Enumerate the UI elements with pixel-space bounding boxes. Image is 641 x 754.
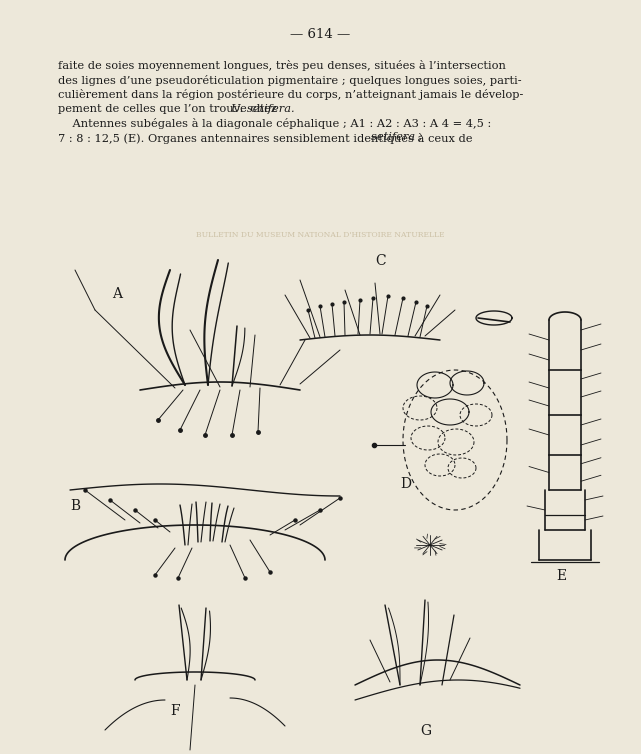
Text: setifera ;: setifera ;	[371, 133, 423, 143]
Text: D: D	[400, 477, 411, 491]
Text: Antennes subégales à la diagonale céphalique ; A1 : A2 : A3 : A 4 = 4,5 :: Antennes subégales à la diagonale céphal…	[58, 118, 491, 129]
Text: — 614 —: — 614 —	[290, 28, 351, 41]
Text: E: E	[556, 569, 566, 583]
Text: F: F	[170, 704, 179, 718]
Text: B: B	[70, 499, 80, 513]
Text: C: C	[375, 254, 386, 268]
Text: des lignes d’une pseudoréticulation pigmentaire ; quelques longues soies, parti-: des lignes d’une pseudoréticulation pigm…	[58, 75, 522, 85]
Text: U. setifera.: U. setifera.	[231, 103, 294, 114]
Text: culièrement dans la région postérieure du corps, n’atteignant jamais le dévelop-: culièrement dans la région postérieure d…	[58, 89, 523, 100]
Text: pement de celles que l’on trouve chez: pement de celles que l’on trouve chez	[58, 103, 281, 114]
Text: 7 : 8 : 12,5 (E). Organes antennaires sensiblement identiques à ceux de: 7 : 8 : 12,5 (E). Organes antennaires se…	[58, 133, 476, 143]
Text: faite de soies moyennement longues, très peu denses, situées à l’intersection: faite de soies moyennement longues, très…	[58, 60, 506, 71]
Text: A: A	[112, 287, 122, 301]
Text: BULLETIN DU MUSEUM NATIONAL D'HISTOIRE NATURELLE: BULLETIN DU MUSEUM NATIONAL D'HISTOIRE N…	[196, 231, 445, 239]
Text: G: G	[420, 724, 431, 738]
